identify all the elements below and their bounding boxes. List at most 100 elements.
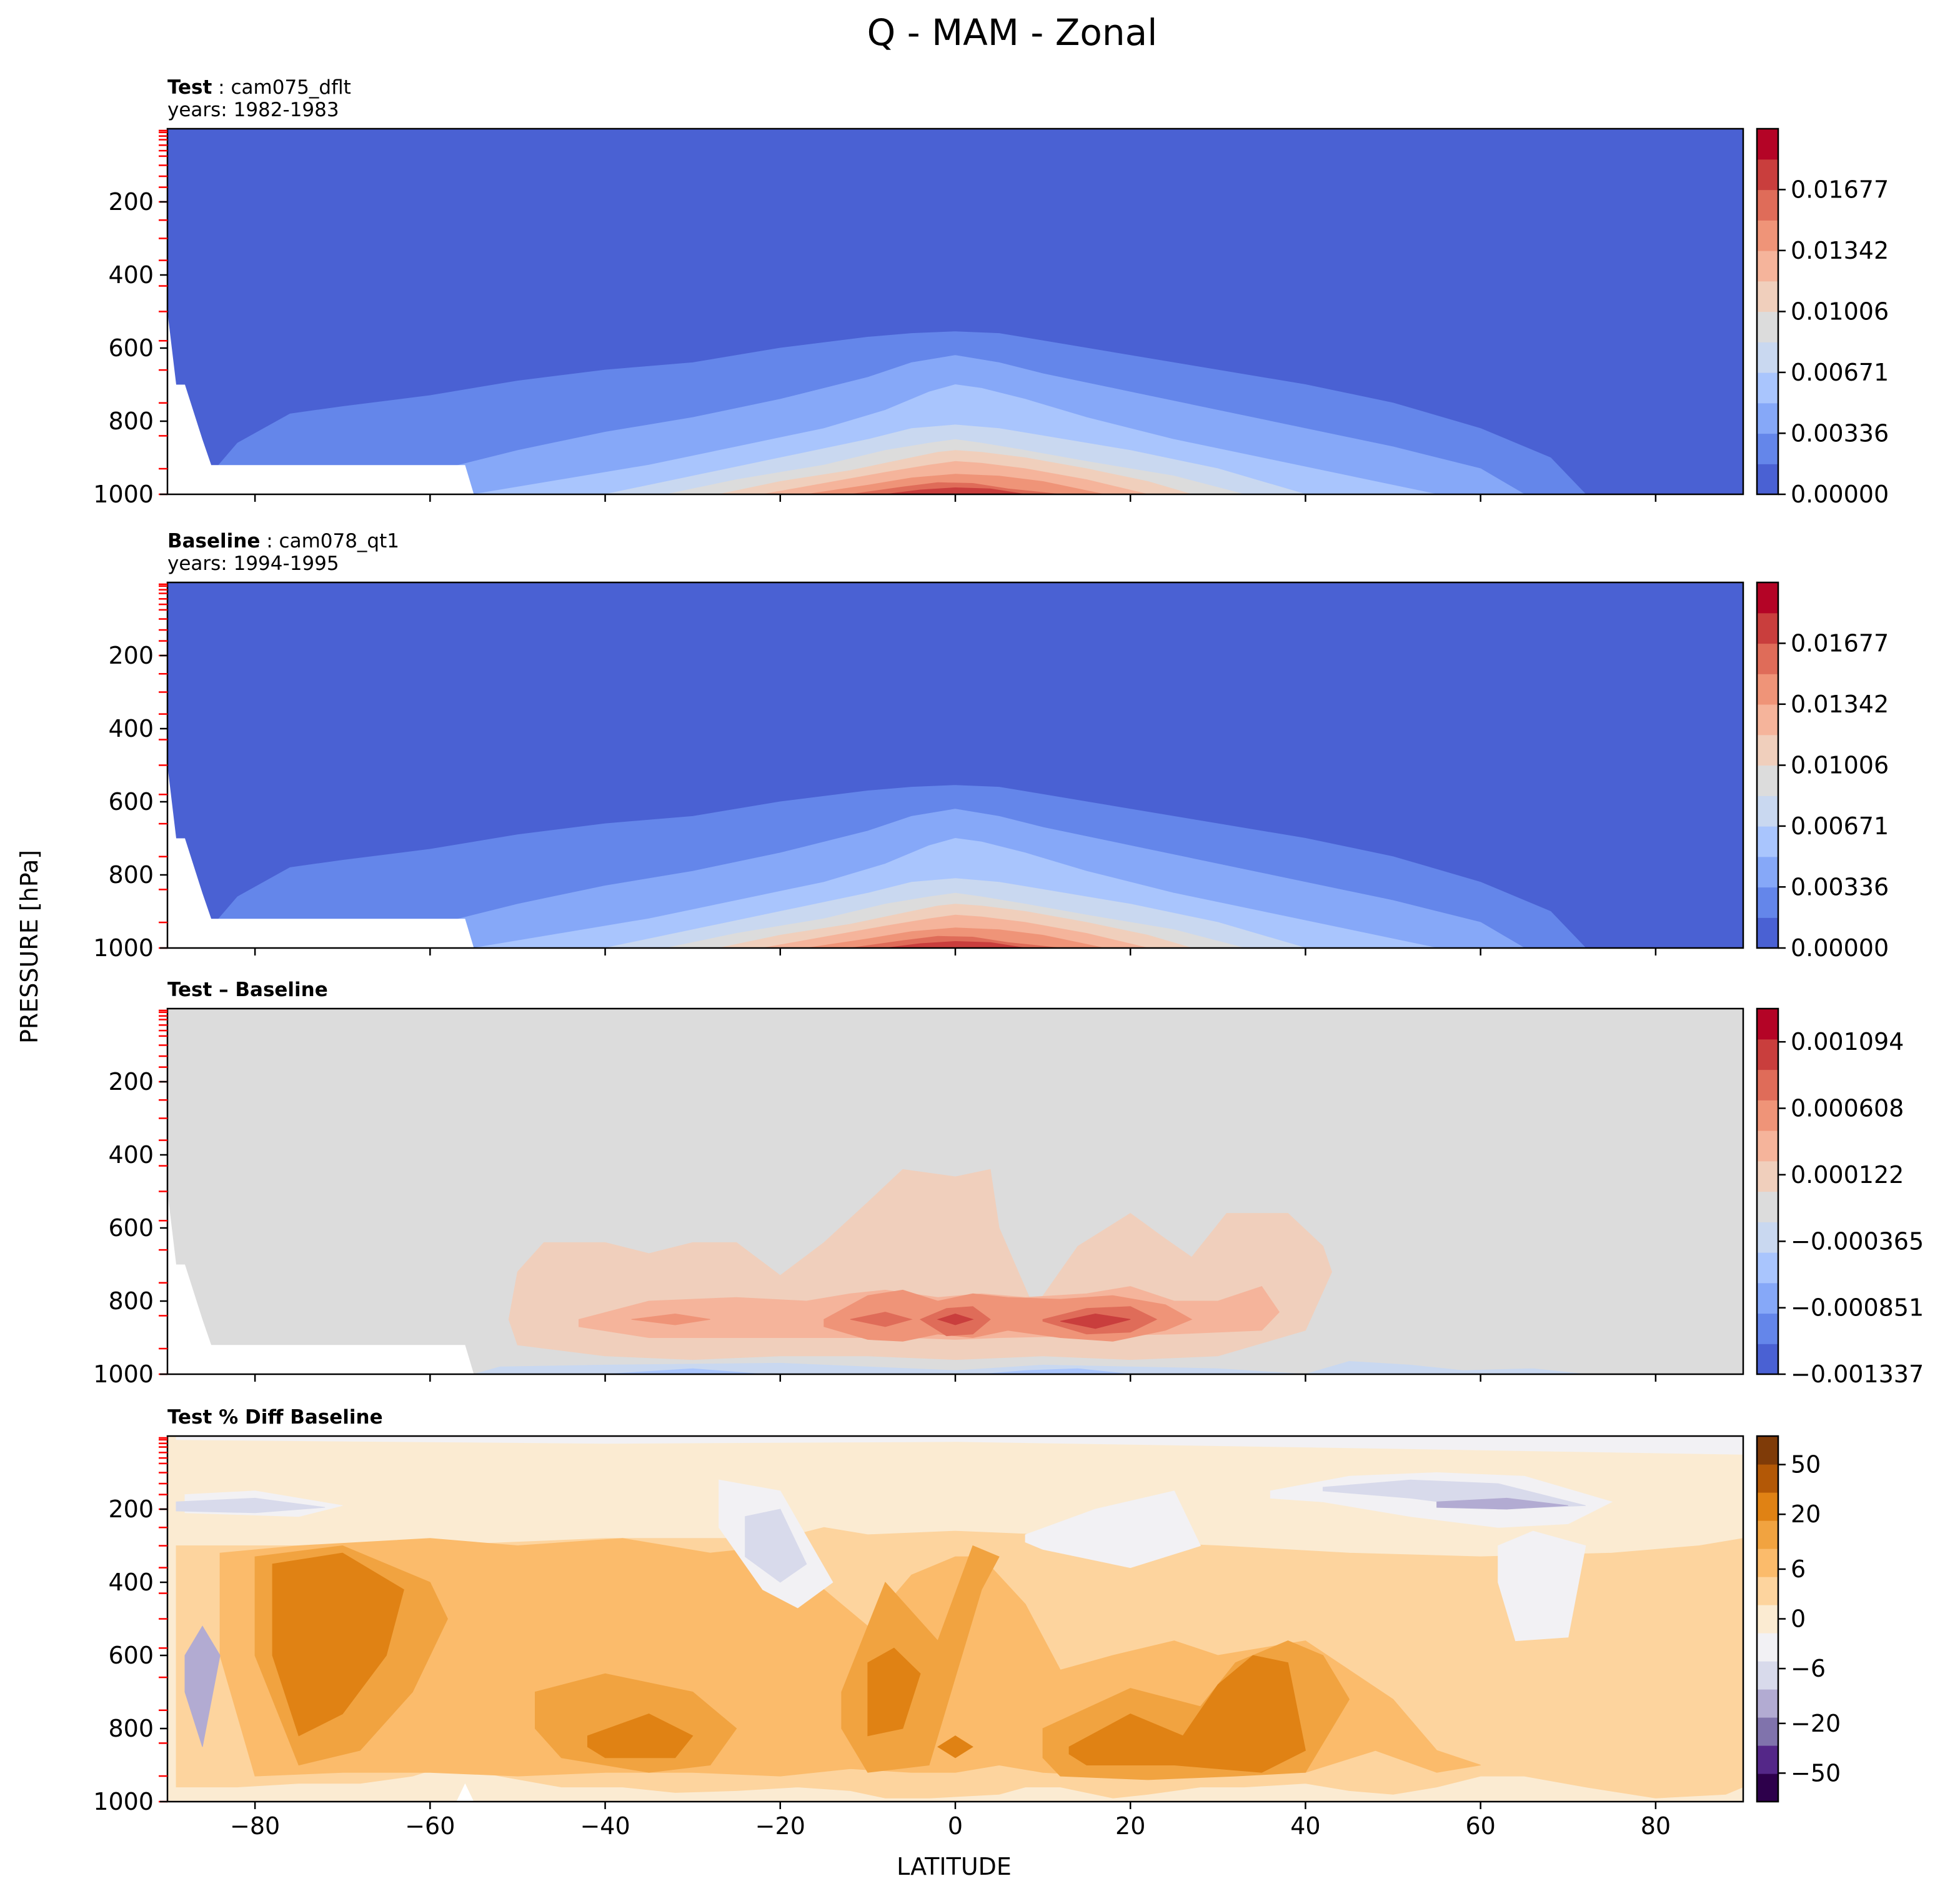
panel-name: Test % Diff Baseline: [167, 1406, 383, 1429]
colorbar-segment: [1757, 1605, 1778, 1634]
contour-level-3: [1436, 1497, 1568, 1510]
panel-test: 200 400 600 800 1000 Test : cam075_dfltyears:…: [93, 76, 1889, 508]
colorbar-segment: [1757, 917, 1778, 949]
contour-level-10: [885, 941, 1026, 948]
colorbar-segment: [1757, 1661, 1778, 1690]
contour-level-3: [981, 1368, 1131, 1374]
contour-level-4: [176, 1497, 326, 1514]
panel-years: years: 1994-1995: [167, 552, 339, 575]
colorbar-tick-label: −0.001337: [1791, 1360, 1924, 1388]
colorbar-segment: [1757, 1549, 1778, 1577]
contour-level-10: [937, 1313, 974, 1325]
colorbar-segment: [1757, 433, 1778, 464]
colorbar-segment: [1757, 887, 1778, 918]
colorbar-tick-label: 0.00671: [1791, 812, 1889, 840]
colorbar-segment: [1757, 342, 1778, 373]
colorbar-segment: [1757, 643, 1778, 674]
contour-level-4: [474, 1360, 1586, 1374]
colorbar-tick-label: 0.00000: [1791, 934, 1889, 962]
panel-years: years: 1982-1983: [167, 99, 339, 121]
colorbar-segment: [1757, 1222, 1778, 1253]
colorbar-segment: [1757, 1191, 1778, 1222]
panel-name: Baseline : cam078_qt1: [167, 530, 399, 552]
colorbar-segment: [1757, 1282, 1778, 1314]
colorbar-tick-label: 20: [1791, 1500, 1821, 1528]
x-axis-label: LATITUDE: [897, 1853, 1012, 1880]
colorbar-frame: [1756, 1007, 1779, 1375]
panel-difference: 200 400 600 800 1000 Test – Baseline −0.001337…: [93, 979, 1924, 1388]
contour-level-9: [850, 1312, 913, 1327]
colorbar-segment: [1757, 402, 1778, 434]
colorbar-segment: [1757, 1069, 1778, 1100]
x-tick-label: −40: [580, 1812, 630, 1840]
colorbar-tick-label: 0.00000: [1791, 481, 1889, 508]
colorbar-segment: [1757, 765, 1778, 796]
y-tick-label: 1000: [93, 934, 154, 962]
colorbar-tick-label: 0.00336: [1791, 873, 1889, 901]
colorbar-segment: [1757, 251, 1778, 282]
contour-level-8: [631, 1313, 710, 1325]
y-tick-label: 1000: [93, 481, 154, 508]
colorbar-segment: [1757, 1492, 1778, 1521]
y-tick-label: 200: [108, 642, 154, 669]
colorbar-segment: [1757, 1436, 1778, 1465]
colorbar-segment: [1757, 1689, 1778, 1718]
colorbar-segment: [1757, 1100, 1778, 1131]
colorbar-tick-label: 0.01006: [1791, 298, 1889, 326]
colorbar-segment: [1757, 1520, 1778, 1549]
colorbar-tick-label: 0.01677: [1791, 176, 1889, 203]
colorbar-segment: [1757, 1039, 1778, 1070]
colorbar-segment: [1757, 1344, 1778, 1375]
contour-level-4: [745, 1509, 807, 1583]
y-tick-label: 1000: [93, 1360, 154, 1388]
colorbar-segment: [1757, 1160, 1778, 1192]
y-tick-label: 600: [108, 788, 154, 816]
colorbar-tick-label: −6: [1791, 1655, 1826, 1682]
colorbar-segment: [1757, 129, 1778, 160]
x-tick-label: 80: [1641, 1812, 1671, 1840]
colorbar-tick-label: 0.000122: [1791, 1161, 1904, 1189]
colorbar-segment: [1757, 311, 1778, 342]
x-tick-label: 60: [1465, 1812, 1495, 1840]
y-tick-label: 800: [108, 407, 154, 435]
colorbar-segment: [1757, 674, 1778, 705]
figure-title: Q - MAM - Zonal: [867, 11, 1158, 54]
colorbar-tick-label: −20: [1791, 1710, 1841, 1737]
y-tick-label: 200: [108, 1495, 154, 1523]
colorbar-segment: [1757, 734, 1778, 766]
y-tick-label: 400: [108, 261, 154, 289]
colorbar-segment: [1757, 1633, 1778, 1662]
colorbar-segment: [1757, 796, 1778, 827]
y-tick-label: 600: [108, 1642, 154, 1669]
y-tick-label: 600: [108, 1214, 154, 1242]
y-tick-label: 1000: [93, 1788, 154, 1815]
colorbar-segment: [1757, 281, 1778, 312]
contour-level-5: [176, 1436, 1743, 1455]
colorbar-tick-label: 0.01342: [1791, 237, 1889, 264]
colorbar-segment: [1757, 1009, 1778, 1040]
x-tick-label: −20: [755, 1812, 805, 1840]
contour-level-10: [1068, 1655, 1306, 1773]
contour-level-10: [272, 1552, 404, 1737]
x-tick-label: −60: [405, 1812, 455, 1840]
colorbar-segment: [1757, 612, 1778, 644]
contour-level-10: [885, 487, 1026, 494]
colorbar-tick-label: 0.001094: [1791, 1028, 1904, 1055]
x-tick-label: 0: [948, 1812, 963, 1840]
colorbar-segment: [1757, 1745, 1778, 1774]
colorbar-segment: [1757, 1577, 1778, 1605]
panel-baseline: 200 400 600 800 1000 Baseline : cam078_qt1yea…: [93, 530, 1889, 962]
y-tick-label: 600: [108, 334, 154, 362]
contour-level-10: [867, 1647, 921, 1737]
colorbar-segment: [1757, 1252, 1778, 1284]
colorbar-tick-label: 0.01342: [1791, 691, 1889, 718]
y-tick-label: 400: [108, 1141, 154, 1169]
colorbar-segment: [1757, 826, 1778, 857]
contour-level-3: [184, 1625, 221, 1747]
colorbar-segment: [1757, 1774, 1778, 1802]
colorbar-segment: [1757, 464, 1778, 495]
y-tick-label: 800: [108, 1715, 154, 1742]
colorbar-segment: [1757, 1130, 1778, 1162]
